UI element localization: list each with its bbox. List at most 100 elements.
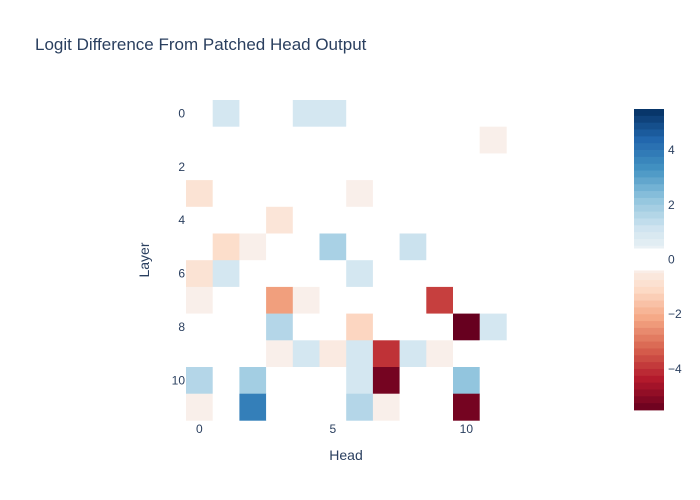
heatmap-cell-r8-c7 xyxy=(372,313,400,341)
heatmap-cell-r2-c4 xyxy=(292,153,320,181)
heatmap-cell-r2-c3 xyxy=(266,153,294,181)
colorbar-segment xyxy=(634,218,664,226)
heatmap-cell-r0-c1 xyxy=(212,100,240,127)
heatmap-cell-r7-c10 xyxy=(453,286,480,314)
colorbar-segment xyxy=(634,191,664,199)
heatmap-cell-r8-c0 xyxy=(186,313,213,341)
colorbar-segment xyxy=(634,280,664,288)
heatmap-cell-r0-c6 xyxy=(346,100,374,127)
y-tick-label: 0 xyxy=(178,106,185,120)
colorbar-segment xyxy=(634,389,664,397)
heatmap-cell-r7-c5 xyxy=(319,286,347,314)
heatmap-cell-r7-c3 xyxy=(266,286,294,314)
heatmap-cell-r5-c6 xyxy=(346,233,374,261)
chart-title: Logit Difference From Patched Head Outpu… xyxy=(35,35,367,54)
heatmap-cell-r3-c3 xyxy=(266,180,294,208)
heatmap-cell-r5-c0 xyxy=(186,233,213,261)
heatmap-cell-r1-c5 xyxy=(319,126,347,154)
heatmap-cell-r8-c11 xyxy=(479,313,507,341)
heatmap-cell-r7-c4 xyxy=(292,286,320,314)
heatmap-cell-r11-c6 xyxy=(346,393,374,421)
x-tick-label: 10 xyxy=(460,422,474,436)
heatmap-cell-r3-c1 xyxy=(212,180,240,208)
heatmap-cell-r6-c6 xyxy=(346,260,374,288)
heatmap-cell-r4-c0 xyxy=(186,206,213,234)
colorbar-segment xyxy=(634,232,664,240)
colorbar-segment xyxy=(634,225,664,233)
y-tick-label: 10 xyxy=(172,373,186,387)
heatmap-cell-r6-c4 xyxy=(292,260,320,288)
heatmap-cell-r10-c10 xyxy=(453,367,480,394)
heatmap-cell-r6-c0 xyxy=(186,260,213,288)
heatmap-cell-r2-c9 xyxy=(426,153,454,181)
heatmap-cell-r5-c5 xyxy=(319,233,347,261)
x-axis-title: Head xyxy=(329,447,362,463)
heatmap-cell-r3-c6 xyxy=(346,180,374,208)
heatmap-cell-r0-c8 xyxy=(399,100,427,127)
colorbar-segment xyxy=(634,177,664,185)
heatmap-cell-r10-c4 xyxy=(292,367,320,394)
heatmap-cell-r0-c5 xyxy=(319,100,347,127)
heatmap-cell-r1-c11 xyxy=(479,126,507,154)
heatmap-cell-r11-c10 xyxy=(453,393,480,421)
heatmap-cell-r10-c7 xyxy=(372,367,400,394)
heatmap-cell-r2-c6 xyxy=(346,153,374,181)
heatmap-cell-r9-c3 xyxy=(266,340,294,368)
heatmap-cell-r10-c1 xyxy=(212,367,240,394)
heatmap-cell-r5-c2 xyxy=(239,233,267,261)
heatmap-cell-r8-c10 xyxy=(453,313,480,341)
heatmap-cell-r11-c7 xyxy=(372,393,400,421)
heatmap-cell-r8-c2 xyxy=(239,313,267,341)
heatmap-cell-r11-c9 xyxy=(426,393,454,421)
heatmap-cell-r7-c6 xyxy=(346,286,374,314)
heatmap-cell-r1-c10 xyxy=(453,126,480,154)
heatmap-cell-r6-c2 xyxy=(239,260,267,288)
heatmap-cell-r7-c1 xyxy=(212,286,240,314)
heatmap-cell-r5-c8 xyxy=(399,233,427,261)
heatmap-cell-r11-c0 xyxy=(186,393,213,421)
x-tick-label: 5 xyxy=(330,422,337,436)
colorbar-tick-label: −4 xyxy=(668,362,682,376)
colorbar-segment xyxy=(634,327,664,336)
heatmap-cell-r7-c8 xyxy=(399,286,427,314)
heatmap-cell-r3-c5 xyxy=(319,180,347,208)
y-tick-label: 6 xyxy=(178,267,185,281)
colorbar-segment xyxy=(634,341,664,349)
colorbar-segment xyxy=(634,204,664,213)
heatmap-cell-r4-c2 xyxy=(239,206,267,234)
heatmap-cell-r7-c7 xyxy=(372,286,400,314)
heatmap-cell-r11-c11 xyxy=(479,393,507,421)
colorbar-segment xyxy=(634,293,664,301)
colorbar-segment xyxy=(634,184,664,192)
heatmap-cell-r9-c0 xyxy=(186,340,213,368)
heatmap-cell-r3-c4 xyxy=(292,180,320,208)
heatmap-cell-r1-c8 xyxy=(399,126,427,154)
heatmap-cell-r0-c2 xyxy=(239,100,267,127)
heatmap-cell-r6-c11 xyxy=(479,260,507,288)
heatmap-cell-r6-c8 xyxy=(399,260,427,288)
heatmap-cell-r6-c3 xyxy=(266,260,294,288)
heatmap-cell-r9-c4 xyxy=(292,340,320,368)
heatmap-cell-r11-c8 xyxy=(399,393,427,421)
colorbar-segment xyxy=(634,300,664,308)
heatmap-cell-r8-c9 xyxy=(426,313,454,341)
heatmap-cell-r4-c4 xyxy=(292,206,320,234)
heatmap-cell-r0-c11 xyxy=(479,100,507,127)
heatmap-cell-r9-c8 xyxy=(399,340,427,368)
heatmap-cell-r1-c9 xyxy=(426,126,454,154)
colorbar-tick-label: 4 xyxy=(668,143,675,157)
heatmap-cell-r1-c4 xyxy=(292,126,320,154)
heatmap-cell-r9-c2 xyxy=(239,340,267,368)
heatmap-cell-r3-c0 xyxy=(186,180,213,208)
heatmap-cell-r10-c0 xyxy=(186,367,213,394)
heatmap-cell-r9-c1 xyxy=(212,340,240,368)
heatmap-cell-r1-c3 xyxy=(266,126,294,154)
colorbar-segment xyxy=(634,403,664,411)
heatmap-cell-r2-c1 xyxy=(212,153,240,181)
heatmap-cell-r11-c3 xyxy=(266,393,294,421)
colorbar-segment xyxy=(634,143,664,151)
heatmap-cell-r11-c2 xyxy=(239,393,267,421)
heatmap-cell-r5-c9 xyxy=(426,233,454,261)
heatmap-cell-r6-c10 xyxy=(453,260,480,288)
colorbar-segment xyxy=(634,334,664,342)
